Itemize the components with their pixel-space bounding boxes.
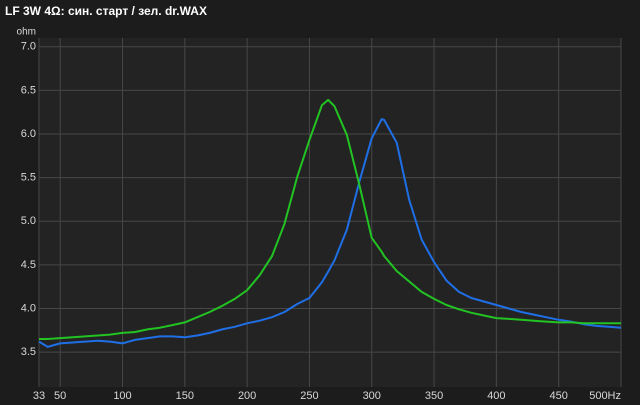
y-tick-label: 3.5 [21, 346, 36, 358]
impedance-curve [39, 98, 621, 340]
x-tick-label: 250 [300, 390, 318, 402]
x-tick-label: 400 [487, 390, 505, 402]
y-tick-label: 5.0 [21, 215, 36, 227]
x-tick-label: 100 [113, 390, 131, 402]
x-tick-label: 450 [550, 390, 568, 402]
y-tick-label: 6.0 [21, 128, 36, 140]
x-tick-label: 33 [33, 390, 45, 402]
y-tick-label: 5.5 [21, 172, 36, 184]
plot-area [39, 38, 621, 387]
x-tick-label: 500Hz [589, 390, 621, 402]
x-tick-label: 300 [363, 390, 381, 402]
y-tick-label: 4.5 [21, 259, 36, 271]
x-tick-label: 150 [176, 390, 194, 402]
x-tick-label: 200 [238, 390, 256, 402]
y-tick-label: 4.0 [21, 302, 36, 314]
y-tick-label: 6.5 [21, 84, 36, 96]
x-tick-label: 50 [54, 390, 66, 402]
x-tick-label: 350 [425, 390, 443, 402]
impedance-curve [38, 118, 622, 348]
chart-title: LF 3W 4Ω: син. старт / зел. dr.WAX [5, 4, 207, 18]
y-axis-unit: ohm [17, 27, 36, 38]
y-tick-label: 7.0 [21, 41, 36, 53]
